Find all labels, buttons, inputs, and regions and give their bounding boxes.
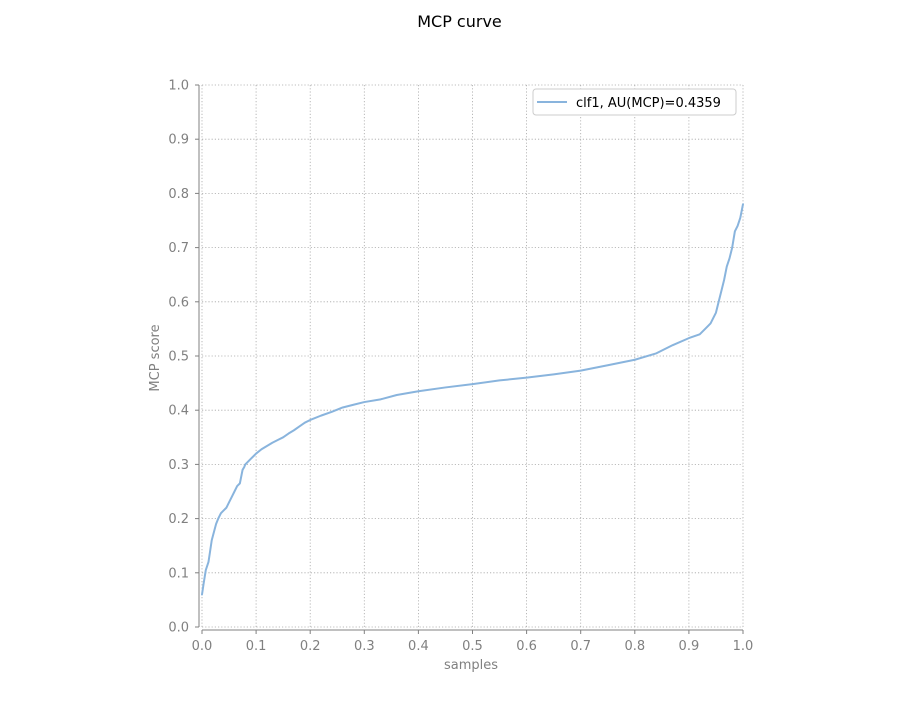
y-tick-label: 0.6 (168, 295, 189, 310)
x-tick-label: 1.0 (733, 639, 754, 654)
y-tick-label: 0.4 (168, 404, 189, 419)
y-tick-label: 0.7 (168, 241, 189, 256)
x-tick-label: 0.0 (192, 639, 213, 654)
x-tick-label: 0.1 (246, 639, 267, 654)
x-tick-label: 0.7 (570, 639, 591, 654)
x-tick-label: 0.5 (462, 639, 483, 654)
legend-label: clf1, AU(MCP)=0.4359 (576, 96, 721, 111)
y-tick-label: 1.0 (168, 79, 189, 94)
x-axis-label: samples (444, 658, 498, 673)
series-layer (201, 203, 744, 596)
y-tick-label: 0.2 (168, 512, 189, 527)
series-line (201, 203, 744, 596)
y-tick-label: 0.0 (168, 621, 189, 636)
x-tick-label: 0.4 (408, 639, 429, 654)
x-tick-label: 0.6 (516, 639, 537, 654)
y-axis-label: MCP score (148, 324, 163, 391)
axis-layer: 0.0 0.1 0.2 0.3 0.4 0.5 0.6 0.7 0.8 0.9 1.0 0.0 0.1 0… (168, 79, 753, 655)
y-tick-label: 0.5 (168, 350, 189, 365)
y-tick-label: 0.9 (168, 133, 189, 148)
y-tick-label: 0.8 (168, 187, 189, 202)
x-tick-label: 0.2 (300, 639, 321, 654)
chart-title: MCP curve (417, 12, 502, 31)
x-tick-label: 0.3 (354, 639, 375, 654)
grid-layer (201, 84, 744, 628)
legend-box (532, 88, 737, 116)
x-tick-label: 0.8 (624, 639, 645, 654)
x-tick-label: 0.9 (679, 639, 700, 654)
y-tick-label: 0.1 (168, 566, 189, 581)
y-tick-label: 0.3 (168, 458, 189, 473)
legend: clf1, AU(MCP)=0.4359 (532, 88, 737, 116)
